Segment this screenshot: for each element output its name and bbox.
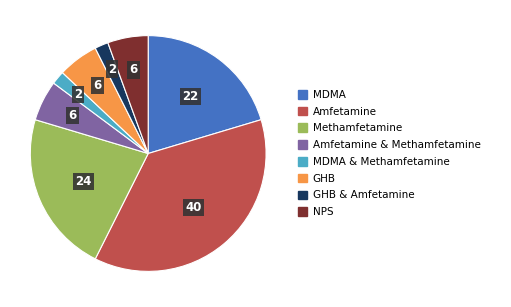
Legend: MDMA, Amfetamine, Methamfetamine, Amfetamine & Methamfetamine, MDMA & Methamfeta: MDMA, Amfetamine, Methamfetamine, Amfeta… [296,88,482,219]
Text: 6: 6 [68,109,77,122]
Text: 24: 24 [75,175,91,188]
Text: 6: 6 [129,64,137,76]
Text: 40: 40 [185,201,202,214]
Text: 2: 2 [108,63,116,76]
Wedge shape [30,120,148,259]
Text: 2: 2 [74,88,82,101]
Wedge shape [108,36,148,154]
Wedge shape [95,43,148,154]
Wedge shape [54,72,148,154]
Wedge shape [148,36,261,154]
Wedge shape [95,120,266,271]
Text: 22: 22 [182,90,199,103]
Text: 6: 6 [94,79,102,92]
Wedge shape [62,48,148,154]
Wedge shape [35,83,148,154]
